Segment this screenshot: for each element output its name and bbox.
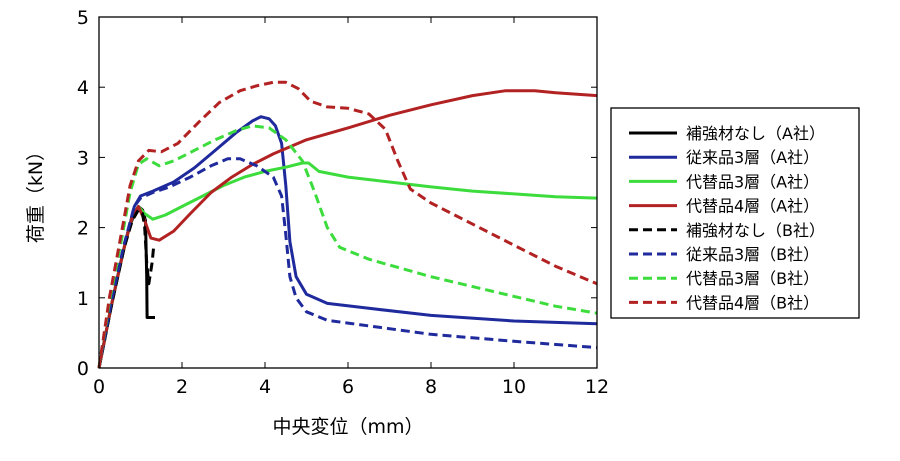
y-tick-label: 5: [77, 7, 89, 29]
series-lines: [97, 80, 598, 369]
series-line-2: [97, 115, 598, 369]
legend-label: 補強材なし（B社）: [686, 221, 825, 240]
x-tick-label: 4: [259, 376, 271, 398]
y-tick-label: 1: [77, 288, 89, 310]
legend-label: 代替品3層（A社）: [686, 172, 819, 191]
y-tick-label: 3: [77, 147, 89, 169]
series-line-4: [97, 89, 598, 369]
legend-label: 従来品3層（A社）: [686, 148, 819, 167]
plot-frame: [98, 16, 598, 369]
x-tick-label: 8: [425, 376, 437, 398]
legend-box: [610, 107, 860, 319]
x-axis-title: 中央変位（mm）: [272, 416, 423, 438]
series-line-8: [97, 80, 598, 369]
legend: 補強材なし（A社） 従来品3層（A社） 代替品3層（A社） 代替品4層（A社） 補強材な…: [610, 107, 860, 319]
y-axis-title: 荷重（kN）: [25, 142, 47, 243]
series-line-6: [97, 157, 598, 369]
x-tick-label: 2: [176, 376, 188, 398]
x-tick-label: 6: [342, 376, 354, 398]
series-line-3: [97, 161, 598, 369]
x-tick-label: 10: [502, 376, 526, 398]
x-tick-label: 12: [585, 376, 609, 398]
legend-label: 代替品4層（B社）: [686, 293, 819, 312]
legend-label: 代替品4層（A社）: [686, 197, 819, 216]
legend-label: 補強材なし（A社）: [686, 124, 825, 143]
x-tick-label: 0: [93, 376, 105, 398]
y-tick-label: 2: [77, 218, 89, 240]
series-line-7: [97, 124, 598, 369]
legend-label: 代替品3層（B社）: [686, 269, 819, 288]
legend-label: 従来品3層（B社）: [686, 245, 819, 264]
y-tick-label: 4: [77, 77, 89, 99]
y-tick-label: 0: [77, 358, 89, 380]
